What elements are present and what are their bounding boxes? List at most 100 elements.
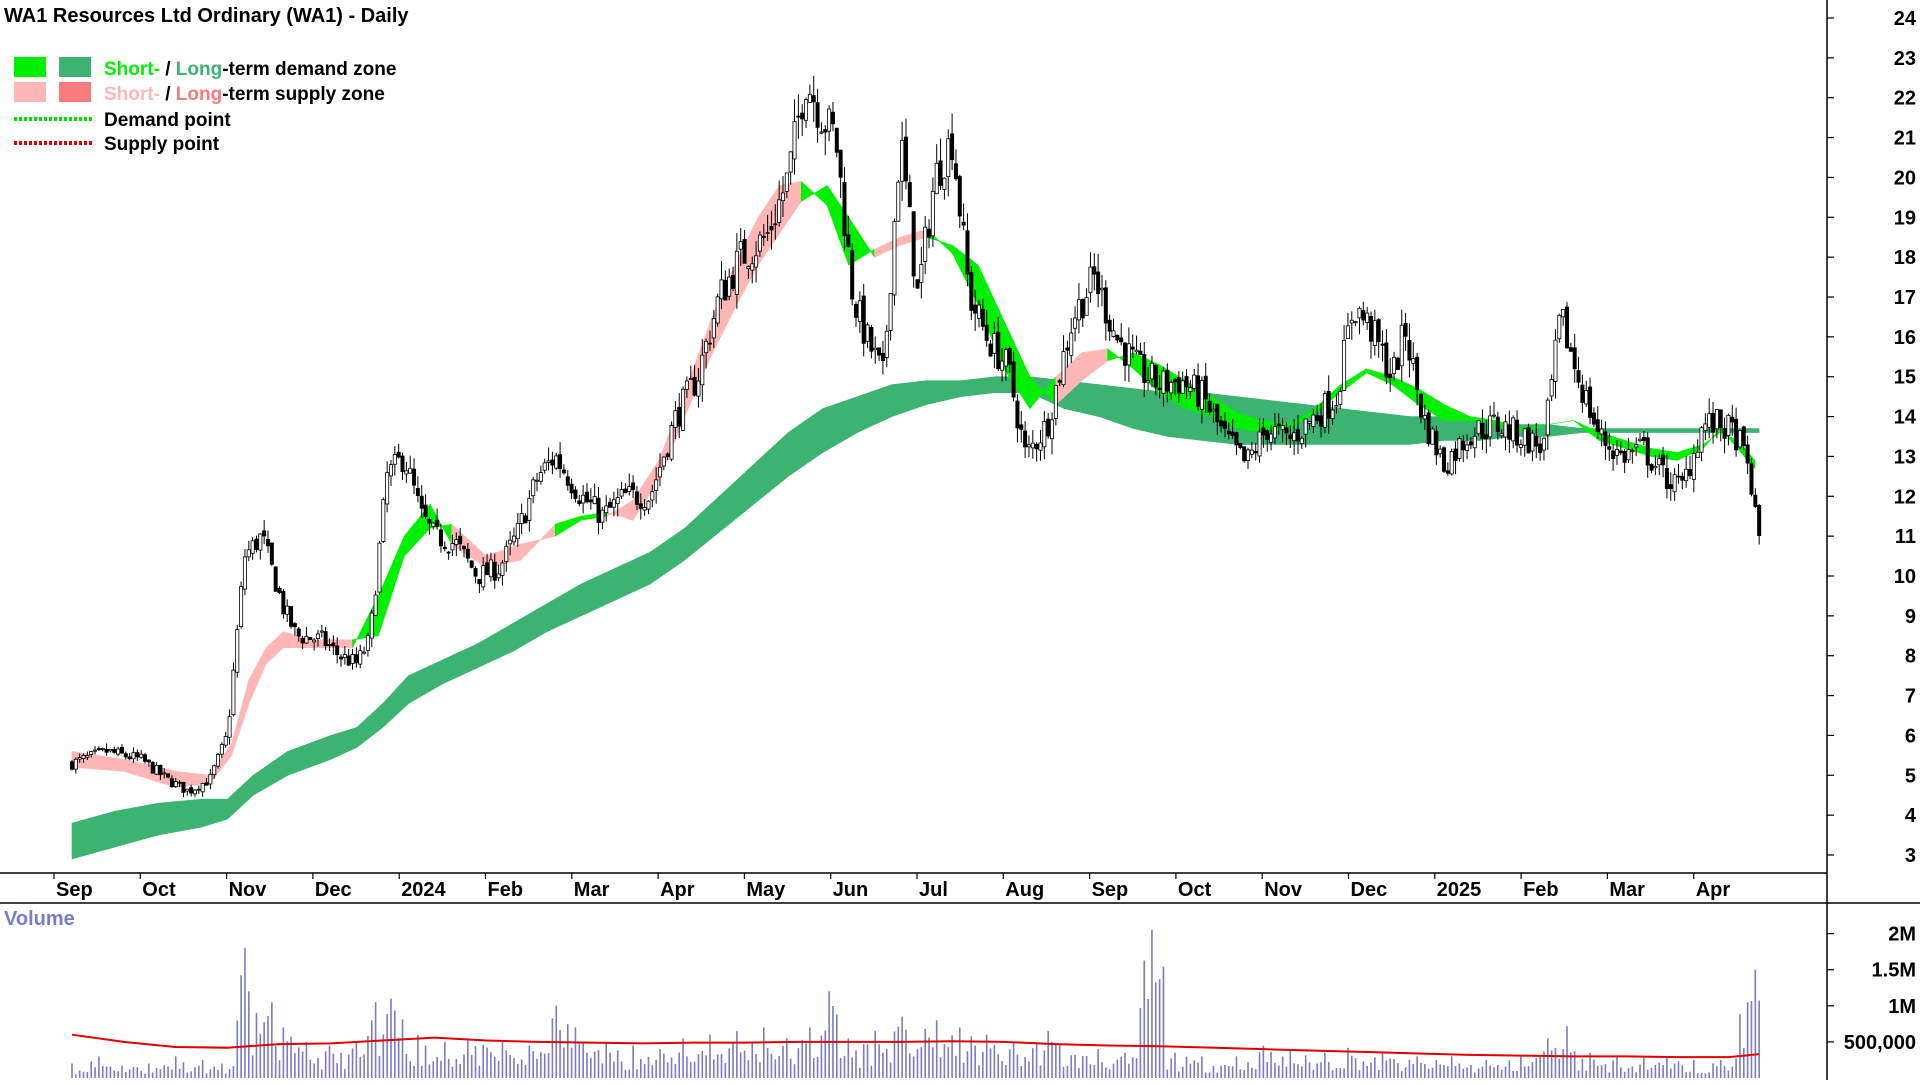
candle-body — [819, 131, 824, 134]
candle-body — [442, 546, 447, 550]
legend-demand-sep: / — [160, 59, 176, 80]
candle-body — [911, 211, 916, 277]
candle-body — [673, 410, 678, 428]
candle-body — [1073, 317, 1078, 329]
candle-body — [573, 489, 578, 499]
candle-body — [273, 566, 278, 592]
candle-body — [961, 221, 966, 226]
short-term-zone-segment — [265, 631, 284, 665]
candle-body — [438, 529, 443, 547]
candle-body — [250, 540, 255, 554]
candle-body — [1426, 412, 1431, 445]
candle-body — [1480, 422, 1485, 439]
candle-body — [561, 469, 566, 474]
candle-body — [815, 102, 820, 128]
candle-body — [204, 782, 209, 786]
candle-body — [1395, 357, 1400, 371]
volume-tick-label: 1.5M — [1872, 960, 1916, 982]
candle-body — [1203, 375, 1208, 400]
candle-body — [865, 324, 870, 342]
long-term-zone-segment — [158, 798, 202, 836]
candle-body — [1165, 369, 1170, 392]
legend-swatch-short-supply — [14, 82, 46, 102]
candle-body — [1499, 433, 1504, 437]
short-term-zone-segment — [1599, 432, 1626, 449]
candle-body — [135, 752, 140, 758]
candle-body — [857, 300, 862, 322]
candle-body — [192, 789, 197, 795]
candle-body — [788, 151, 793, 173]
candle-body — [100, 748, 105, 750]
candle-body — [604, 505, 609, 514]
candle-body — [1315, 415, 1320, 421]
candle-body — [1511, 417, 1516, 442]
price-tick-label: 7 — [1905, 686, 1916, 708]
price-tick-label: 20 — [1894, 167, 1916, 189]
candle-body — [1614, 449, 1619, 456]
candle-body — [1653, 465, 1658, 469]
long-term-zone-segment — [1547, 424, 1583, 437]
candle-body — [323, 631, 328, 647]
date-tick-label: Jul — [919, 879, 948, 901]
candle-body — [154, 765, 159, 775]
candle-body — [508, 539, 513, 545]
candle-body — [523, 515, 528, 524]
candle-body — [1084, 297, 1089, 316]
candle-body — [1157, 387, 1162, 390]
candle-body — [773, 223, 778, 226]
candle-body — [1707, 413, 1712, 428]
candle-body — [1465, 444, 1470, 452]
candle-body — [1115, 334, 1120, 341]
candle-body — [1468, 441, 1473, 446]
candle-body — [1222, 421, 1227, 429]
candle-body — [1626, 449, 1631, 461]
candle-body — [85, 755, 90, 758]
price-tick-label: 4 — [1905, 805, 1917, 827]
candle-body — [208, 773, 213, 785]
long-term-zone-segment — [114, 802, 159, 848]
candle-body — [704, 340, 709, 354]
date-tick-label: Dec — [315, 879, 352, 901]
candle-body — [1034, 443, 1039, 450]
long-term-zone-segment — [684, 495, 720, 561]
candle-body — [1342, 339, 1347, 391]
candle-body — [1572, 347, 1577, 370]
candle-body — [1699, 427, 1704, 453]
candle-body — [804, 99, 809, 121]
candle-body — [1603, 431, 1608, 446]
candle-body — [700, 354, 705, 386]
date-tick-label: Dec — [1351, 879, 1388, 901]
candle-body — [1272, 426, 1277, 439]
candle-body — [681, 388, 686, 431]
price-tick-label: 10 — [1894, 566, 1916, 588]
candle-body — [550, 459, 555, 466]
candle-body — [976, 304, 981, 319]
candle-body — [1530, 432, 1535, 452]
candle-body — [458, 535, 463, 545]
candle-body — [462, 545, 467, 550]
candle-body — [834, 127, 839, 153]
candle-body — [1695, 451, 1700, 459]
candle-body — [665, 453, 670, 457]
candle-body — [1445, 470, 1450, 474]
candle-body — [1126, 343, 1131, 366]
candle-body — [292, 623, 297, 628]
candle-body — [792, 121, 797, 160]
candle-body — [150, 761, 155, 774]
candle-body — [469, 560, 474, 568]
candle-body — [304, 635, 309, 644]
candle-body — [242, 556, 247, 590]
candle-body — [1292, 432, 1297, 442]
candle-body — [342, 654, 347, 659]
candle-body — [1207, 400, 1212, 413]
candle-body — [1515, 419, 1520, 446]
short-term-zone-segment — [684, 320, 711, 417]
candle-body — [546, 460, 551, 463]
volume-tick-label: 2M — [1888, 924, 1916, 946]
candle-body — [761, 235, 766, 238]
candle-body — [465, 548, 470, 559]
candle-body — [623, 488, 628, 494]
candle-body — [969, 272, 974, 311]
candle-body — [942, 177, 947, 190]
long-term-zone-segment — [330, 727, 358, 760]
